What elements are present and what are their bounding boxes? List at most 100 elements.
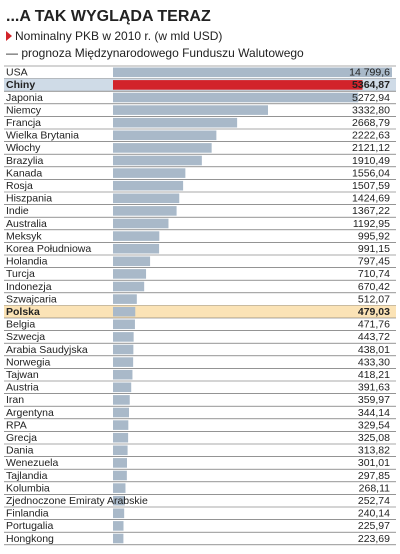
value-label: 2222,63 (352, 130, 390, 142)
category-label: Iran (6, 394, 24, 406)
category-label: Turcja (6, 268, 35, 280)
value-label: 1367,22 (352, 205, 390, 217)
value-label: 14 799,6 (349, 67, 390, 79)
bar (113, 80, 363, 90)
value-label: 710,74 (358, 268, 390, 280)
bar (113, 256, 151, 267)
bar (113, 193, 180, 204)
category-label: Zjednoczone Emiraty Arabskie (6, 495, 148, 507)
category-label: Francja (6, 117, 41, 129)
bar (113, 269, 147, 279)
category-label: Indonezja (6, 281, 52, 293)
value-label: 438,01 (358, 344, 390, 356)
value-label: 1910,49 (352, 155, 390, 167)
bar (113, 495, 125, 506)
bar (113, 533, 124, 544)
category-label: Australia (6, 218, 47, 230)
category-label: Chiny (6, 79, 35, 91)
bar (113, 344, 134, 355)
bar (113, 130, 217, 141)
category-label: Belgia (6, 319, 35, 331)
value-label: 471,76 (358, 319, 390, 331)
bar (113, 319, 135, 330)
value-label: 418,21 (358, 369, 390, 381)
bar (113, 407, 130, 418)
category-label: Szwecja (6, 331, 45, 343)
value-label: 5272,94 (352, 92, 390, 104)
bar (113, 105, 268, 115)
value-label: 223,69 (358, 533, 390, 545)
value-label: 2668,79 (352, 117, 390, 129)
category-label: Argentyna (6, 407, 54, 419)
category-label: Hongkong (6, 533, 54, 545)
value-label: 479,03 (358, 306, 390, 318)
chart-title: ...A TAK WYGLĄDA TERAZ (6, 8, 211, 25)
value-label: 252,74 (358, 495, 390, 507)
bar (113, 382, 132, 393)
bar (113, 395, 130, 405)
category-label: Niemcy (6, 104, 42, 116)
bar (113, 332, 134, 342)
value-label: 512,07 (358, 293, 390, 305)
value-label: 301,01 (358, 457, 390, 469)
value-label: 670,42 (358, 281, 390, 293)
value-label: 240,14 (358, 508, 390, 520)
category-label: Korea Południowa (6, 243, 91, 255)
category-label: Tajlandia (6, 470, 48, 482)
value-label: 995,92 (358, 230, 390, 242)
category-label: Holandia (6, 256, 48, 268)
bar (113, 117, 238, 128)
category-label: Tajwan (6, 369, 39, 381)
value-label: 329,54 (358, 419, 390, 431)
value-label: 443,72 (358, 331, 390, 343)
category-label: Kanada (6, 167, 42, 179)
bar (113, 231, 160, 241)
value-label: 2121,12 (352, 142, 390, 154)
value-label: 1192,95 (353, 218, 390, 230)
value-label: 1507,59 (352, 180, 390, 192)
bar (113, 294, 137, 304)
subtitle: — prognoza Międzynarodowego Funduszu Wal… (6, 46, 304, 60)
category-label: Finlandia (6, 508, 49, 520)
category-label: Hiszpania (6, 193, 52, 205)
bar (113, 458, 127, 468)
bar (113, 357, 134, 367)
bar (113, 521, 124, 531)
category-label: Austria (6, 382, 39, 394)
value-label: 391,63 (358, 382, 390, 394)
value-label: 5364,87 (352, 79, 390, 91)
category-label: Portugalia (6, 520, 53, 532)
value-label: 344,14 (358, 407, 390, 419)
value-label: 297,85 (358, 470, 390, 482)
category-label: Arabia Saudyjska (6, 344, 88, 356)
value-label: 797,45 (358, 256, 390, 268)
category-label: Grecja (6, 432, 37, 444)
value-label: 991,15 (358, 243, 390, 255)
bar (113, 508, 125, 519)
bar (113, 180, 184, 191)
value-label: 1556,04 (352, 167, 390, 179)
category-label: RPA (6, 419, 27, 431)
category-label: Wielka Brytania (6, 130, 79, 142)
bar (113, 243, 160, 254)
value-label: 325,08 (358, 432, 390, 444)
value-label: 359,97 (358, 394, 390, 406)
category-label: Meksyk (6, 230, 42, 242)
bar (113, 143, 212, 153)
category-label: Brazylia (6, 155, 44, 167)
value-label: 433,30 (358, 356, 390, 368)
category-label: USA (6, 67, 28, 79)
category-label: Japonia (6, 92, 43, 104)
value-label: 313,82 (358, 445, 390, 457)
category-label: Włochy (6, 142, 41, 154)
category-label: Dania (6, 445, 34, 457)
bar (113, 92, 359, 103)
bar (113, 67, 392, 78)
category-label: Szwajcaria (6, 293, 57, 305)
bar (113, 306, 136, 317)
category-label: Kolumbia (6, 482, 50, 494)
bar (113, 420, 129, 430)
value-label: 268,11 (359, 482, 390, 494)
